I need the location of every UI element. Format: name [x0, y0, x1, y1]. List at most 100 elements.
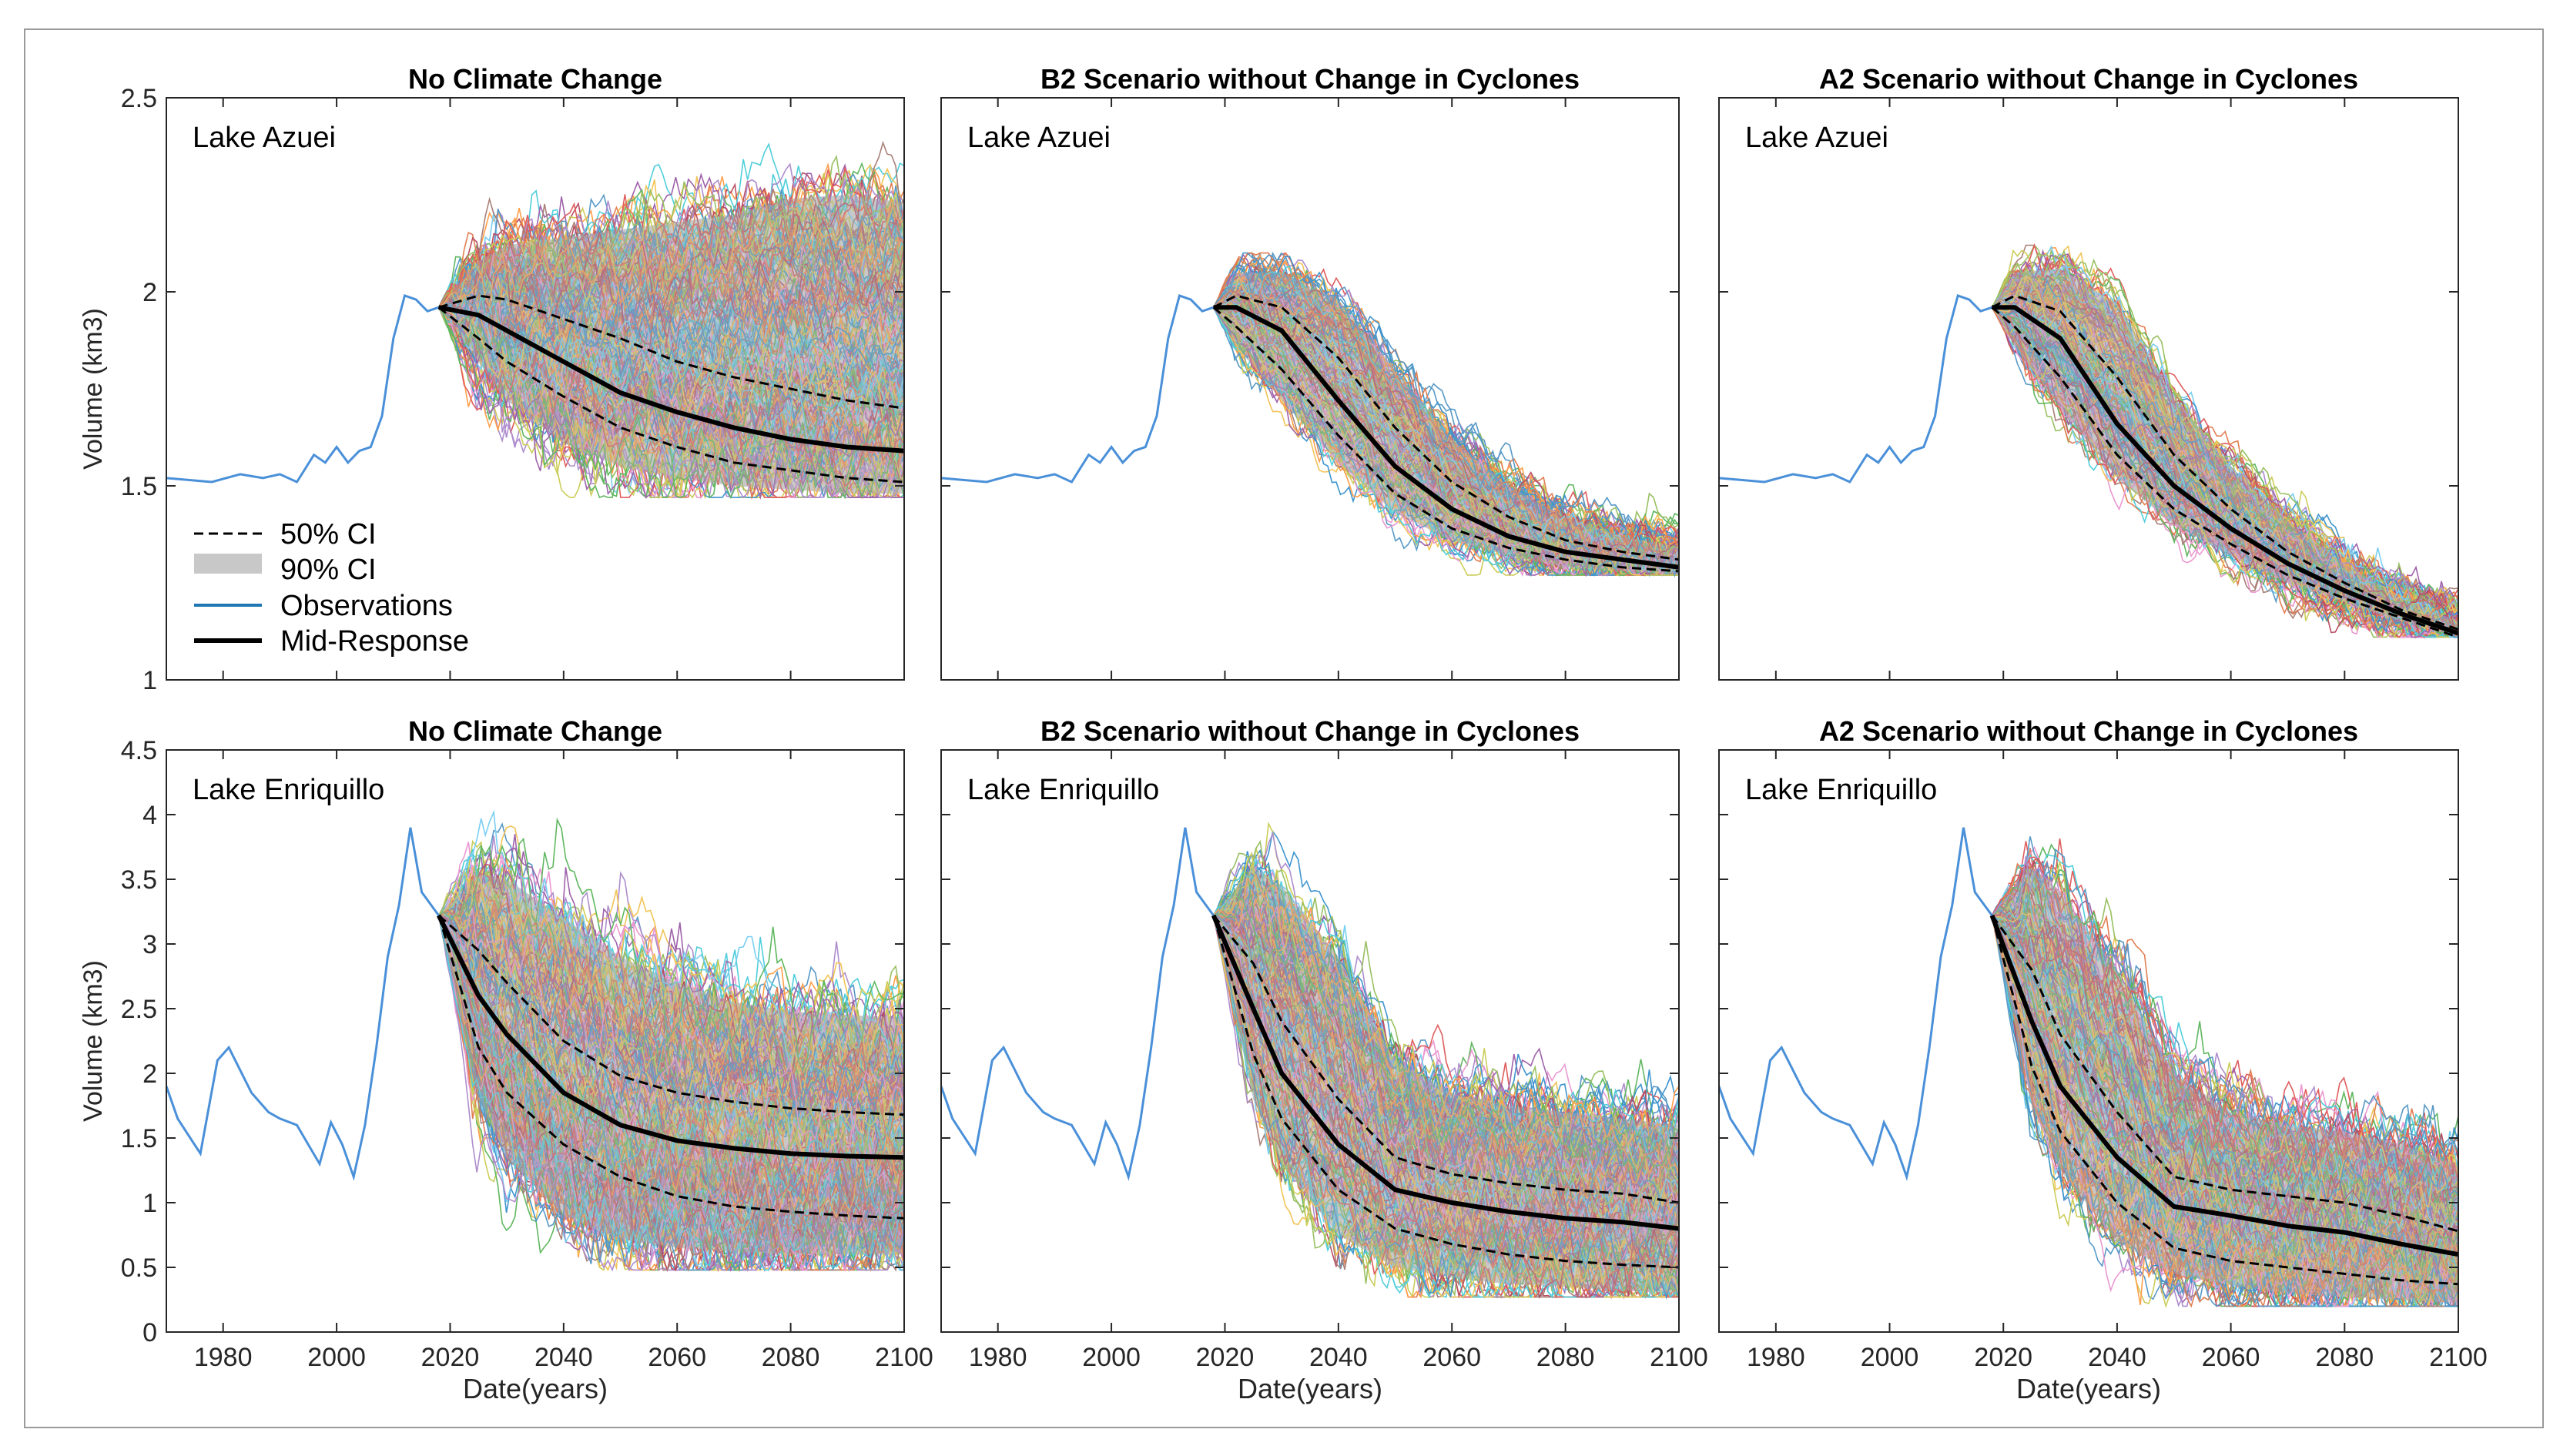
ensemble-line: [437, 867, 904, 1086]
ensemble-line: [438, 859, 904, 1083]
axes-box: [1718, 97, 2459, 681]
lake-label: Lake Azuei: [1745, 122, 1888, 154]
ensemble-line: [1992, 306, 2458, 638]
panel-enriquillo-a2: 1980 2000 2020 2040 2060 2080 2100 A2 Scenario …: [1718, 715, 2488, 1404]
y-axis-label: Volume (km3): [79, 960, 108, 1122]
ensemble-line: [438, 825, 904, 1065]
ensemble-line: [1213, 271, 1679, 561]
ensemble-line: [1991, 306, 2458, 638]
panel-azuei-b2: B2 Scenario without Change in Cyclones La…: [940, 63, 1680, 681]
x-tick-label: 2000: [1082, 1343, 1141, 1372]
x-tick-label: 2000: [1861, 1343, 1919, 1372]
ci50-upper-line: [437, 914, 904, 1116]
ensemble-line: [1213, 298, 1679, 566]
ensemble-line: [437, 915, 904, 1273]
observations-line: [941, 827, 1215, 1181]
ensemble-line: [438, 226, 904, 339]
ensemble-line: [438, 909, 904, 1178]
ensemble-line: [1991, 915, 2458, 1307]
ensemble-line: [1213, 872, 1679, 1156]
ensemble-line: [1213, 899, 1679, 1174]
panel-enriquillo-b2: 1980 2000 2020 2040 2060 2080 2100 B2 Scenario …: [940, 715, 1708, 1404]
lake-label: Lake Enriquillo: [967, 774, 1159, 806]
ensemble-line: [1212, 915, 1679, 1300]
x-tick-label: 2080: [1536, 1343, 1595, 1372]
mid-response-line: [1211, 914, 1679, 1231]
x-tick-label: 2100: [1650, 1343, 1708, 1372]
ensemble-line: [438, 199, 904, 309]
panel-title: No Climate Change: [408, 63, 662, 95]
ensemble-line: [1213, 306, 1679, 577]
ci50-lower-line: [1212, 306, 1679, 573]
ensemble-line: [1213, 252, 1679, 563]
panel-azuei-a2: A2 Scenario without Change in Cyclones La…: [1718, 63, 2459, 681]
y-tick-label: 2.5: [121, 84, 157, 113]
y-tick-label: 0: [142, 1318, 157, 1347]
x-tick-label: 1980: [194, 1343, 253, 1372]
ensemble-line: [1213, 906, 1679, 1189]
ensemble-line: [1992, 300, 2458, 638]
ensemble-line: [1991, 915, 2458, 1303]
ensemble-line: [437, 915, 904, 1272]
ensemble-line: [438, 847, 904, 1040]
ensemble-line: [437, 915, 904, 1231]
ensemble-line: [1991, 249, 2458, 627]
ensemble-line: [438, 915, 904, 1170]
ci90-band-overlay: [1992, 268, 2458, 638]
ensemble-line: [438, 154, 904, 311]
ensemble-line: [438, 263, 904, 355]
ensemble-line: [1992, 848, 2458, 1162]
ensemble-line: [438, 913, 904, 1120]
ensemble-line: [1213, 897, 1679, 1176]
ensemble-line: [1991, 265, 2458, 632]
panel-azuei-nocc: 1 1.5 2 2.5 No Climate Change Lake Azuei Volum…: [79, 63, 905, 695]
x-tick-label: 2060: [648, 1343, 706, 1372]
ensemble-line: [1991, 249, 2458, 624]
ensemble-line: [1213, 252, 1679, 544]
ensemble-line: [1991, 836, 2458, 1212]
x-tick-label: 2020: [1974, 1343, 2032, 1372]
x-axis-label: Date(years): [1238, 1373, 1382, 1404]
ensemble-line: [437, 166, 904, 308]
observations-line: [166, 827, 440, 1181]
ensemble-lines: [1991, 836, 2458, 1309]
ensemble-line: [1992, 306, 2458, 638]
ensemble-line: [1991, 915, 2458, 1307]
ensemble-line: [437, 915, 904, 1272]
ensemble-line: [437, 915, 904, 1263]
ensemble-line: [1991, 855, 2458, 1214]
ensemble-line: [1213, 265, 1679, 566]
y-tick-label: 4.5: [121, 736, 157, 765]
ci50-upper-line: [1991, 294, 2458, 631]
axes-box: [166, 97, 905, 681]
ensemble-line: [1213, 306, 1679, 576]
ensemble-line: [1992, 295, 2458, 638]
panel-title: No Climate Change: [408, 715, 662, 747]
ensemble-line: [1992, 869, 2458, 1227]
ensemble-line: [1212, 915, 1679, 1292]
panel-enriquillo-nocc: 1980 2000 2020 2040 2060 2080 2100 0 0.5 1 1.5 2 2.5…: [79, 715, 933, 1404]
plot-area: [1719, 827, 2458, 1309]
ensemble-line: [438, 206, 904, 327]
plot-area: [941, 252, 1679, 578]
ensemble-line: [1213, 256, 1679, 578]
x-tick-label: 1980: [1747, 1343, 1805, 1372]
x-tick-label: 2040: [1309, 1343, 1368, 1372]
y-tick-label: 2: [142, 1059, 157, 1089]
ensemble-line: [437, 915, 904, 1229]
legend: 50% CI 90% CI Observations Mid-Response: [194, 518, 469, 658]
ensemble-line: [1991, 915, 2458, 1276]
y-tick-label: 1: [142, 666, 157, 695]
ensemble-line: [1213, 904, 1679, 1206]
ensemble-line: [1992, 279, 2458, 632]
ensemble-line: [1991, 306, 2458, 630]
ensemble-line: [438, 294, 904, 423]
ensemble-line: [438, 273, 904, 417]
ensemble-line: [438, 873, 904, 1114]
ensemble-line: [1991, 271, 2458, 622]
ci50-lower-line: [1212, 915, 1679, 1269]
axes-box: [940, 97, 1680, 681]
ensemble-line: [1212, 915, 1679, 1274]
x-axis-label: Date(years): [2016, 1373, 2161, 1404]
ci90-band-overlay: [438, 195, 904, 494]
